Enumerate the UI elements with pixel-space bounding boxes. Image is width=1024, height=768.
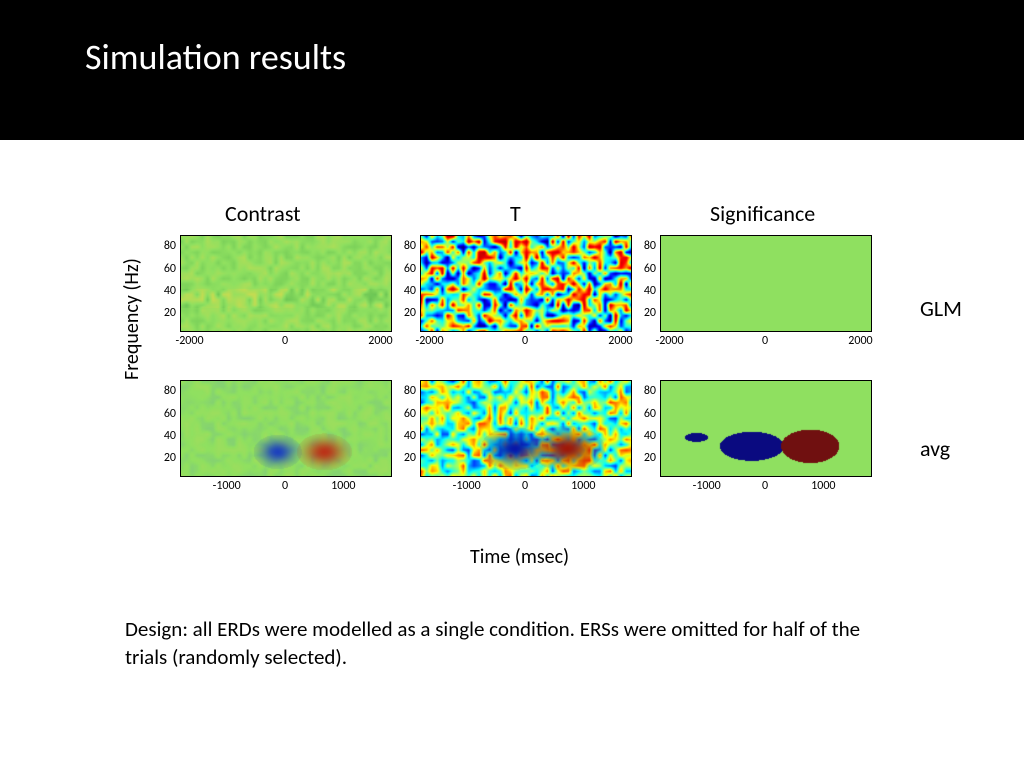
x-tick: 1000: [811, 479, 835, 493]
x-tick: -1000: [453, 479, 481, 493]
y-tick: 60: [164, 407, 176, 421]
x-tick: 2000: [848, 334, 872, 348]
page-title: Simulation results: [85, 35, 1024, 79]
y-axis-label: Frequency (Hz): [120, 258, 144, 380]
y-tick: 60: [404, 407, 416, 421]
x-tick: 1000: [571, 479, 595, 493]
column-header: Significance: [710, 200, 815, 227]
spectrogram-plot: 20406080-200002000: [180, 235, 392, 332]
y-tick: 40: [404, 429, 416, 443]
x-tick: 0: [762, 479, 768, 493]
spectrogram-plot: 20406080-200002000: [420, 235, 632, 332]
column-header: T: [510, 200, 521, 227]
x-tick: 2000: [368, 334, 392, 348]
y-tick: 80: [644, 384, 656, 398]
y-tick: 80: [164, 239, 176, 253]
x-axis-label: Time (msec): [470, 545, 569, 569]
row-label: avg: [920, 435, 950, 462]
x-tick: 0: [522, 334, 528, 348]
x-tick: -2000: [656, 334, 684, 348]
y-tick: 80: [404, 384, 416, 398]
y-tick: 40: [644, 429, 656, 443]
spectrogram-plot: 20406080-100001000: [180, 380, 392, 477]
y-tick: 80: [164, 384, 176, 398]
y-tick: 20: [404, 306, 416, 320]
x-tick: -2000: [176, 334, 204, 348]
spectrogram-plot: 20406080-100001000: [660, 380, 872, 477]
y-tick: 20: [164, 306, 176, 320]
x-tick: 1000: [331, 479, 355, 493]
x-tick: -1000: [693, 479, 721, 493]
column-header: Contrast: [225, 200, 301, 227]
x-tick: 0: [762, 334, 768, 348]
x-tick: 0: [522, 479, 528, 493]
y-tick: 80: [644, 239, 656, 253]
y-tick: 40: [644, 284, 656, 298]
y-tick: 40: [164, 429, 176, 443]
x-tick: 0: [282, 479, 288, 493]
y-tick: 60: [404, 262, 416, 276]
x-tick: -1000: [213, 479, 241, 493]
slide-header: Simulation results: [0, 0, 1024, 140]
spectrogram-plot: 20406080-200002000: [660, 235, 872, 332]
x-tick: 0: [282, 334, 288, 348]
y-tick: 40: [404, 284, 416, 298]
y-tick: 60: [644, 262, 656, 276]
y-tick: 20: [644, 451, 656, 465]
x-tick: 2000: [608, 334, 632, 348]
row-label: GLM: [920, 295, 962, 322]
y-tick: 80: [404, 239, 416, 253]
x-tick: -2000: [416, 334, 444, 348]
y-tick: 20: [644, 306, 656, 320]
y-tick: 60: [644, 407, 656, 421]
y-tick: 60: [164, 262, 176, 276]
y-tick: 20: [404, 451, 416, 465]
y-tick: 20: [164, 451, 176, 465]
y-tick: 40: [164, 284, 176, 298]
spectrogram-plot: 20406080-100001000: [420, 380, 632, 477]
caption-text: Design: all ERDs were modelled as a sing…: [125, 615, 885, 672]
